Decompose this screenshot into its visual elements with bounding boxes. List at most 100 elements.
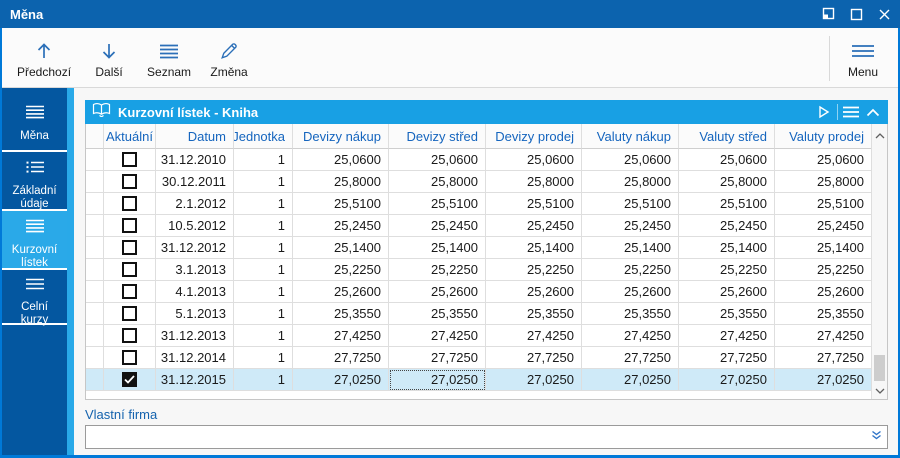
cell-rate[interactable]: 25,8000 <box>389 171 486 193</box>
table-row[interactable]: 31.12.2010 1 25,0600 25,0600 25,0600 25,0600 2… <box>86 149 872 171</box>
cell-datum[interactable]: 31.12.2010 <box>156 149 234 171</box>
checkbox-icon[interactable] <box>122 240 137 255</box>
play-right-icon[interactable] <box>813 100 835 124</box>
cell-rate[interactable]: 25,1400 <box>775 237 872 259</box>
cell-rate[interactable]: 25,0600 <box>486 149 582 171</box>
cell-jednotka[interactable]: 1 <box>234 171 293 193</box>
cell-rate[interactable]: 25,0600 <box>679 149 775 171</box>
cell-rate[interactable]: 25,2600 <box>293 281 389 303</box>
cell-rate[interactable]: 25,3550 <box>775 303 872 325</box>
cell-rate[interactable]: 27,7250 <box>679 347 775 369</box>
cell-jednotka[interactable]: 1 <box>234 281 293 303</box>
table-row[interactable]: 31.12.2013 1 27,4250 27,4250 27,4250 27,4250 2… <box>86 325 872 347</box>
cell-jednotka[interactable]: 1 <box>234 369 293 391</box>
cell-rate[interactable]: 25,2250 <box>293 259 389 281</box>
cell-rate[interactable]: 25,2450 <box>679 215 775 237</box>
cell-rate[interactable]: 25,2450 <box>389 215 486 237</box>
hamburger-icon[interactable] <box>840 100 862 124</box>
cell-rate[interactable]: 25,2250 <box>486 259 582 281</box>
table-row[interactable]: 31.12.2014 1 27,7250 27,7250 27,7250 27,7250 2… <box>86 347 872 369</box>
checkbox-icon[interactable] <box>122 218 137 233</box>
chevron-up-icon[interactable] <box>862 100 884 124</box>
cell-rate[interactable]: 25,0600 <box>775 149 872 171</box>
restore-icon[interactable] <box>820 6 836 22</box>
zmena-button[interactable]: Změna <box>200 32 258 85</box>
cell-jednotka[interactable]: 1 <box>234 303 293 325</box>
cell-rate[interactable]: 25,1400 <box>679 237 775 259</box>
cell-rate[interactable]: 25,1400 <box>582 237 679 259</box>
cell-rate[interactable]: 25,5100 <box>775 193 872 215</box>
column-header-3[interactable]: Devizy nákup <box>293 124 389 149</box>
cell-jednotka[interactable]: 1 <box>234 149 293 171</box>
cell-aktualni[interactable] <box>104 369 156 391</box>
cell-rate[interactable]: 25,0600 <box>389 149 486 171</box>
column-header-6[interactable]: Valuty nákup <box>582 124 679 149</box>
cell-rate[interactable]: 25,1400 <box>389 237 486 259</box>
cell-aktualni[interactable] <box>104 259 156 281</box>
checkbox-icon[interactable] <box>122 350 137 365</box>
cell-rate[interactable]: 25,5100 <box>389 193 486 215</box>
checkbox-icon[interactable] <box>122 284 137 299</box>
cell-aktualni[interactable] <box>104 149 156 171</box>
checkbox-icon[interactable] <box>122 328 137 343</box>
cell-datum[interactable]: 31.12.2013 <box>156 325 234 347</box>
cell-datum[interactable]: 4.1.2013 <box>156 281 234 303</box>
cell-rate[interactable]: 25,5100 <box>486 193 582 215</box>
cell-jednotka[interactable]: 1 <box>234 215 293 237</box>
cell-aktualni[interactable] <box>104 347 156 369</box>
vlastni-firma-combobox[interactable] <box>85 425 888 449</box>
table-row[interactable]: 2.1.2012 1 25,5100 25,5100 25,5100 25,5100 25,… <box>86 193 872 215</box>
cell-aktualni[interactable] <box>104 237 156 259</box>
cell-datum[interactable]: 31.12.2014 <box>156 347 234 369</box>
column-header-8[interactable]: Valuty prodej <box>775 124 872 149</box>
cell-rate[interactable]: 25,2600 <box>486 281 582 303</box>
cell-rate[interactable]: 27,0250 <box>582 369 679 391</box>
cell-datum[interactable]: 31.12.2015 <box>156 369 234 391</box>
cell-rate[interactable]: 27,4250 <box>582 325 679 347</box>
cell-rate[interactable]: 25,1400 <box>293 237 389 259</box>
cell-rate[interactable]: 27,7250 <box>582 347 679 369</box>
cell-rate[interactable]: 27,0250 <box>389 369 486 391</box>
cell-aktualni[interactable] <box>104 215 156 237</box>
scroll-up-icon[interactable] <box>872 126 887 146</box>
cell-rate[interactable]: 25,3550 <box>486 303 582 325</box>
cell-rate[interactable]: 25,8000 <box>582 171 679 193</box>
table-row[interactable]: 30.12.2011 1 25,8000 25,8000 25,8000 25,8000 2… <box>86 171 872 193</box>
cell-rate[interactable]: 25,5100 <box>679 193 775 215</box>
cell-rate[interactable]: 27,4250 <box>389 325 486 347</box>
close-icon[interactable] <box>876 6 892 22</box>
table-row[interactable]: 4.1.2013 1 25,2600 25,2600 25,2600 25,2600 25,… <box>86 281 872 303</box>
cell-rate[interactable]: 27,7250 <box>293 347 389 369</box>
cell-rate[interactable]: 25,8000 <box>775 171 872 193</box>
checkbox-icon[interactable] <box>122 196 137 211</box>
cell-rate[interactable]: 27,4250 <box>775 325 872 347</box>
checkbox-icon[interactable] <box>122 152 137 167</box>
table-row[interactable]: 5.1.2013 1 25,3550 25,3550 25,3550 25,3550 25,… <box>86 303 872 325</box>
cell-rate[interactable]: 25,8000 <box>486 171 582 193</box>
cell-rate[interactable]: 27,0250 <box>775 369 872 391</box>
cell-rate[interactable]: 27,0250 <box>486 369 582 391</box>
scrollbar-thumb[interactable] <box>874 355 885 381</box>
checkbox-icon[interactable] <box>122 306 137 321</box>
cell-rate[interactable]: 25,2450 <box>582 215 679 237</box>
cell-rate[interactable]: 25,2600 <box>679 281 775 303</box>
seznam-button[interactable]: Seznam <box>138 32 200 85</box>
cell-rate[interactable]: 25,3550 <box>582 303 679 325</box>
next-button[interactable]: Další <box>80 32 138 85</box>
cell-rate[interactable]: 27,7250 <box>775 347 872 369</box>
checkbox-icon[interactable] <box>122 174 137 189</box>
sidebar-item-zakladni-udaje[interactable]: Základní údaje <box>2 152 67 211</box>
cell-rate[interactable]: 25,3550 <box>389 303 486 325</box>
column-header-1[interactable]: Datum <box>156 124 234 149</box>
cell-rate[interactable]: 27,7250 <box>389 347 486 369</box>
column-header-5[interactable]: Devizy prodej <box>486 124 582 149</box>
cell-rate[interactable]: 25,0600 <box>293 149 389 171</box>
vertical-scrollbar[interactable] <box>871 124 887 399</box>
cell-aktualni[interactable] <box>104 281 156 303</box>
table-row[interactable]: 31.12.2015 1 27,0250 27,0250 27,0250 27,0250 2… <box>86 369 872 391</box>
cell-rate[interactable]: 25,5100 <box>293 193 389 215</box>
cell-aktualni[interactable] <box>104 303 156 325</box>
cell-rate[interactable]: 27,0250 <box>293 369 389 391</box>
cell-jednotka[interactable]: 1 <box>234 347 293 369</box>
cell-rate[interactable]: 25,3550 <box>679 303 775 325</box>
